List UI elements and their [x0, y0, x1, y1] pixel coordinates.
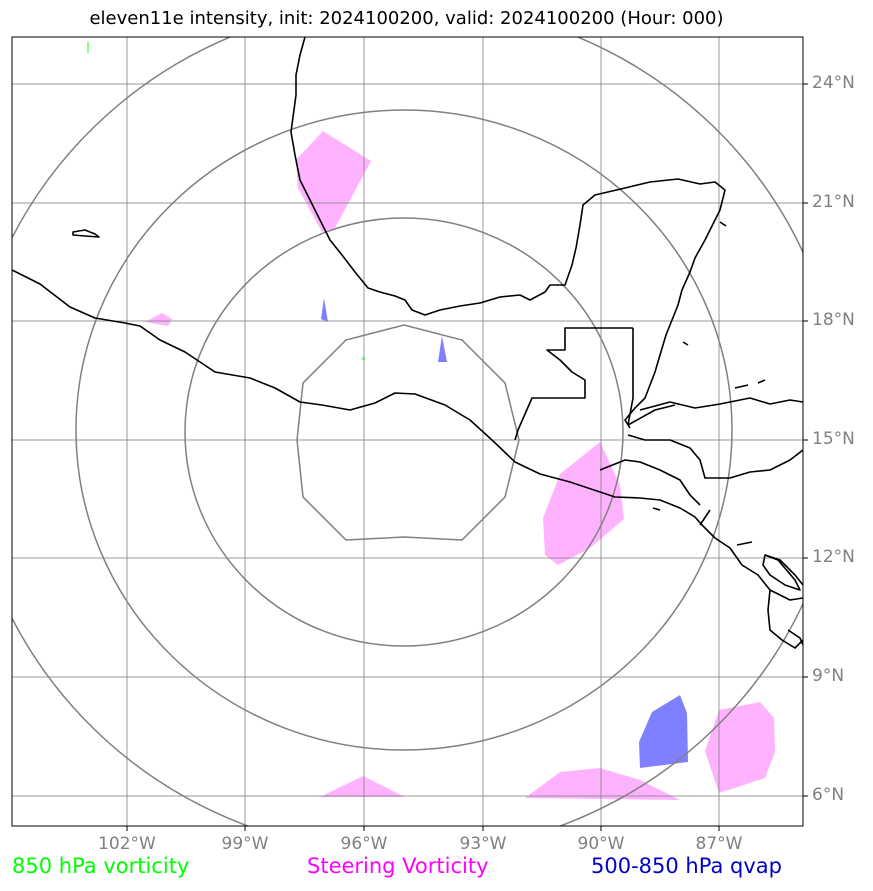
coastal-islets — [652, 221, 803, 646]
map-background — [12, 37, 803, 826]
lat-label-6n: 6°N — [812, 785, 845, 805]
cuba-tip — [682, 341, 766, 389]
range-rings — [12, 37, 803, 826]
nicaragua-lake — [762, 554, 801, 591]
map-frame — [11, 36, 804, 827]
gridlines — [12, 37, 803, 826]
qvap-blob-southeast — [639, 695, 688, 768]
lon-label-87w: 87°W — [695, 834, 743, 854]
legend-qvap: 500-850 hPa qvap — [591, 854, 782, 878]
steering-blob-gulf — [296, 131, 371, 232]
coastlines — [12, 37, 803, 649]
mexico-pacific-coast — [12, 269, 803, 649]
legend-850-vorticity: 850 hPa vorticity — [12, 854, 190, 878]
lon-label-99w: 99°W — [221, 834, 269, 854]
lon-label-90w: 90°W — [577, 834, 625, 854]
honduras-coast — [639, 397, 803, 411]
lat-label-18n: 18°N — [812, 310, 855, 330]
range-ring-3 — [75, 109, 733, 751]
qvap-areas — [321, 298, 688, 768]
mexico-gulf-coast — [290, 37, 726, 429]
lon-label-93w: 93°W — [459, 834, 507, 854]
steering-blob-guatemala — [543, 442, 624, 565]
steering-blob-south-center — [525, 768, 680, 800]
belize-guatemala-border — [627, 328, 634, 426]
steering-vorticity-areas — [145, 131, 775, 800]
lat-label-9n: 9°N — [812, 666, 845, 686]
lat-label-15n: 15°N — [812, 429, 855, 449]
steering-blob-south-west — [320, 776, 405, 797]
lon-label-102w: 102°W — [98, 834, 156, 854]
range-ring-1 — [296, 324, 520, 541]
central-america-borders — [599, 404, 803, 601]
steering-blob-southeast — [705, 702, 775, 793]
qvap-blob-north — [321, 298, 328, 322]
map-title: eleven11e intensity, init: 2024100200, v… — [89, 8, 724, 29]
steering-blob-small-west — [145, 313, 172, 326]
lat-label-21n: 21°N — [812, 192, 855, 212]
small-island-west — [72, 229, 100, 238]
lon-label-96w: 96°W — [340, 834, 388, 854]
tick-marks — [126, 83, 808, 831]
lat-label-24n: 24°N — [812, 73, 855, 93]
lat-label-12n: 12°N — [812, 547, 855, 567]
legend-steering-vorticity: Steering Vorticity — [307, 854, 489, 878]
mexico-guatemala-border — [514, 327, 633, 441]
range-ring-2 — [184, 217, 624, 647]
qvap-blob-center — [438, 336, 447, 362]
